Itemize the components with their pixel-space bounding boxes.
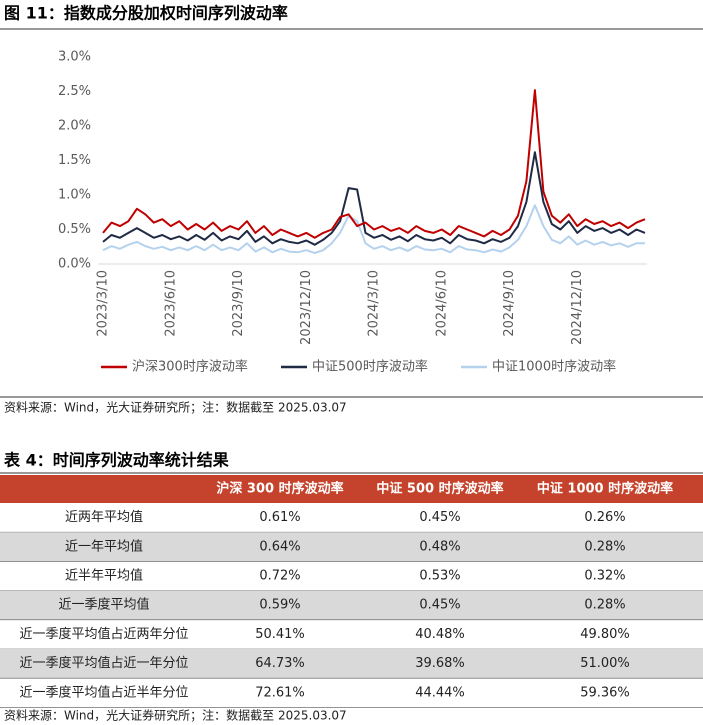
table-cell: 0.26%	[584, 510, 625, 525]
y-tick-label: 2.5%	[58, 84, 91, 99]
chart-source: 资料来源：Wind，光大证券研究所；注：数据截至 2025.03.07	[4, 400, 347, 415]
x-tick-label: 2023/9/10	[231, 270, 246, 337]
x-tick-label: 2024/9/10	[502, 270, 517, 337]
x-tick-label: 2024/6/10	[434, 270, 449, 337]
table-source: 资料来源：Wind，光大证券研究所；注：数据截至 2025.03.07	[4, 708, 347, 723]
table-cell: 39.68%	[415, 656, 465, 671]
row-label: 近一季度平均值	[58, 597, 149, 613]
series-line	[102, 89, 646, 239]
y-tick-label: 0.0%	[58, 257, 91, 272]
y-tick-label: 1.0%	[58, 188, 91, 203]
table-cell: 50.41%	[255, 627, 305, 642]
table-cell: 0.48%	[419, 539, 460, 554]
row-label: 近一季度平均值占近半年分位	[19, 684, 188, 700]
x-tick-label: 2023/6/10	[163, 270, 178, 337]
table-cell: 0.28%	[584, 598, 625, 613]
table-cell: 40.48%	[415, 627, 465, 642]
column-header: 沪深 300 时序波动率	[216, 481, 343, 497]
x-tick-label: 2024/12/10	[570, 270, 585, 345]
series-line	[102, 204, 645, 254]
column-header: 中证 1000 时序波动率	[537, 481, 673, 497]
table-cell: 0.61%	[259, 510, 300, 525]
table-cell: 0.53%	[419, 569, 460, 584]
x-tick-label: 2023/3/10	[96, 270, 111, 337]
row-bg	[0, 532, 703, 562]
legend-label: 中证1000时序波动率	[492, 359, 616, 375]
table-title: 表 4：时间序列波动率统计结果	[3, 451, 229, 470]
table-cell: 0.45%	[419, 510, 460, 525]
table-cell: 0.28%	[584, 539, 625, 554]
table-cell: 44.44%	[415, 685, 465, 700]
table-cell: 49.80%	[580, 627, 630, 642]
row-bg	[0, 590, 703, 620]
table-header	[0, 475, 703, 503]
legend-label: 中证500时序波动率	[312, 359, 428, 375]
row-label: 近一年平均值	[65, 538, 143, 554]
table-cell: 51.00%	[580, 656, 630, 671]
row-label: 近半年平均值	[65, 568, 143, 584]
column-header: 中证 500 时序波动率	[376, 481, 503, 497]
x-tick-label: 2023/12/10	[299, 270, 314, 345]
figure-title: 图 11：指数成分股加权时间序列波动率	[4, 4, 288, 23]
table-cell: 72.61%	[255, 685, 305, 700]
series-line	[102, 151, 646, 246]
table-cell: 59.36%	[580, 685, 630, 700]
row-label: 近一季度平均值占近两年分位	[19, 626, 188, 642]
y-tick-label: 1.5%	[58, 153, 91, 168]
table-cell: 0.59%	[259, 598, 300, 613]
row-label: 近两年平均值	[65, 509, 143, 525]
y-tick-label: 0.5%	[58, 222, 91, 237]
y-tick-label: 2.0%	[58, 119, 91, 134]
legend-label: 沪深300时序波动率	[132, 359, 248, 375]
x-tick-label: 2024/3/10	[367, 270, 382, 337]
row-bg	[0, 649, 703, 679]
table-cell: 64.73%	[255, 656, 305, 671]
table-cell: 0.64%	[259, 539, 300, 554]
table-cell: 0.32%	[584, 569, 625, 584]
table-cell: 0.72%	[259, 569, 300, 584]
table-cell: 0.45%	[419, 598, 460, 613]
row-label: 近一季度平均值占近一年分位	[19, 655, 188, 671]
y-tick-label: 3.0%	[58, 50, 91, 65]
